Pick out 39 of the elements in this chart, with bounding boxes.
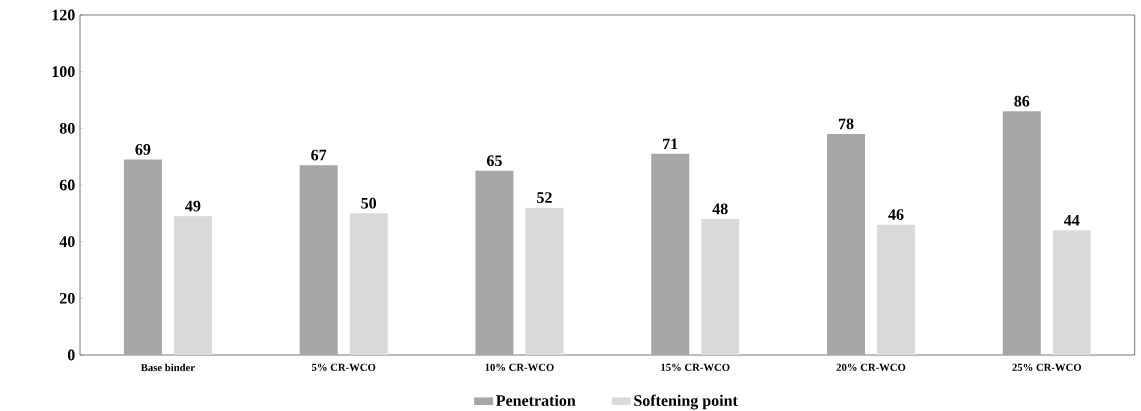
x-tick-label: 15% CR-WCO	[661, 363, 730, 371]
bar	[525, 207, 564, 355]
bar	[1052, 230, 1091, 355]
bar	[827, 134, 866, 355]
y-tick-label: 100	[52, 66, 75, 78]
data-label: 69	[135, 144, 151, 155]
bar	[299, 165, 338, 355]
y-tick-label: 20	[59, 292, 75, 304]
data-label: 86	[1014, 95, 1030, 107]
bar	[173, 216, 212, 355]
data-label: 78	[838, 118, 854, 130]
legend-label: Penetration	[496, 394, 576, 406]
data-label: 50	[361, 197, 377, 209]
data-label: 48	[712, 203, 728, 215]
x-tick-label: Base binder	[140, 363, 195, 372]
y-tick-label: 40	[59, 236, 75, 248]
data-label: 67	[311, 149, 327, 161]
x-tick-label: 10% CR-WCO	[485, 363, 554, 371]
legend-label: Softening point	[634, 394, 738, 410]
y-tick-label: 80	[59, 122, 75, 134]
data-label: 71	[663, 138, 678, 150]
bar	[123, 159, 162, 355]
y-tick-label: 60	[59, 179, 75, 191]
bar	[349, 213, 388, 355]
bar	[475, 170, 514, 355]
y-tick-label: 120	[52, 9, 75, 21]
data-label: 46	[888, 209, 904, 220]
bar	[877, 224, 916, 355]
x-tick-label: 5% CR-WCO	[311, 363, 376, 371]
x-tick-label: 20% CR-WCO	[836, 363, 906, 371]
y-tick-label: 0	[67, 349, 75, 361]
bar	[1002, 111, 1041, 355]
data-label: 44	[1064, 215, 1080, 226]
x-tick-label: 25% CR-WCO	[1012, 363, 1082, 371]
bar	[651, 153, 690, 355]
data-label: 49	[185, 200, 201, 212]
data-label: 65	[486, 155, 502, 167]
bar	[701, 219, 740, 355]
data-label: 52	[537, 192, 552, 203]
